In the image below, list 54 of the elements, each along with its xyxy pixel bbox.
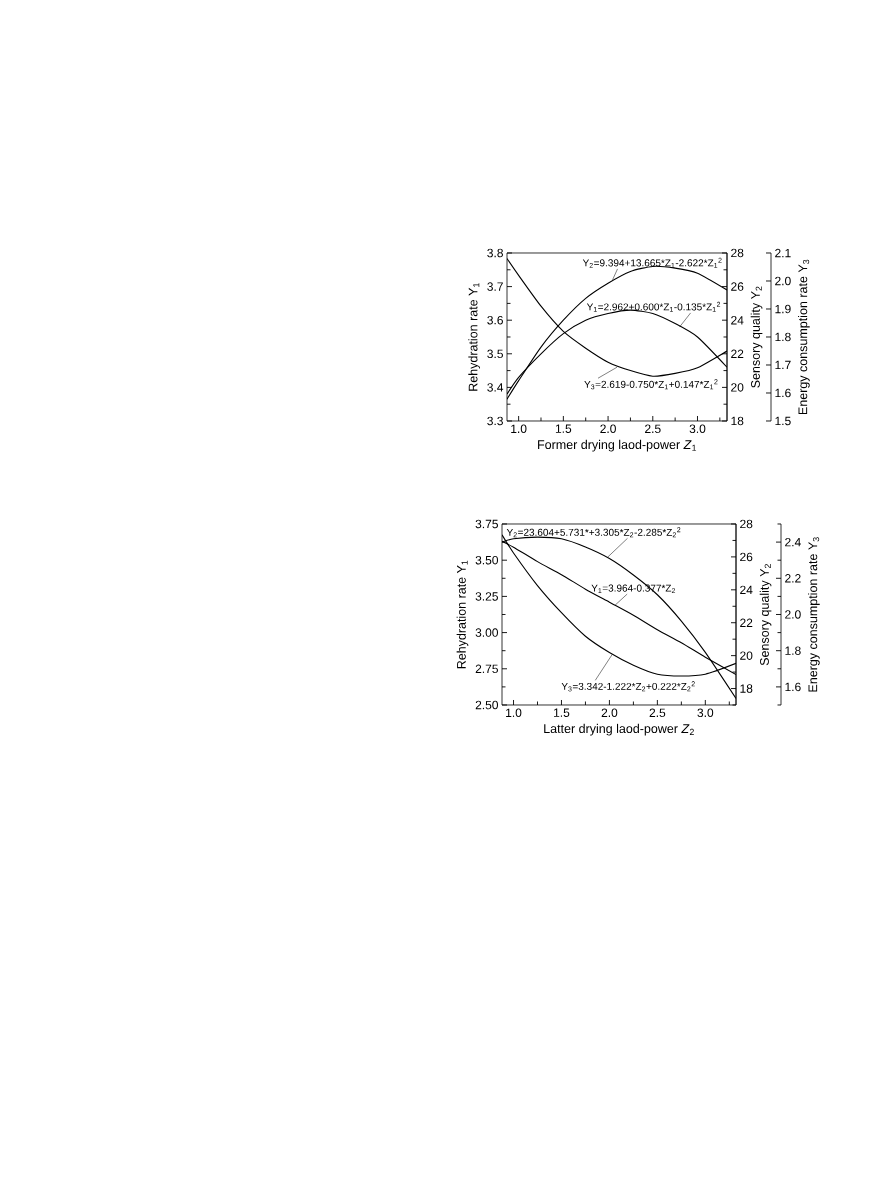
y2-tick-label: 26 [731, 282, 744, 291]
y3-tick-label: 2.4 [785, 537, 801, 547]
y2-tick-label: 20 [731, 383, 744, 392]
y2-tick-label: 18 [731, 416, 744, 426]
y-tick-label: 3.8 [487, 248, 503, 258]
y2-tick-label: 24 [731, 316, 744, 325]
x-axis-title: Former drying laod-power Z$_{1}$ [538, 439, 697, 452]
x-tick-label: 2.5 [649, 708, 666, 718]
y-tick-label: 3.50 [475, 555, 499, 565]
x-tick-label: 2.5 [645, 424, 661, 434]
y-tick-label: 3.4 [487, 383, 504, 392]
y2-axis-title: Sensory quality Y$_{2}$ [750, 286, 763, 388]
x-tick-label: 3.0 [689, 424, 706, 434]
y-axis-title: Rehydration rate Y$_{1}$ [468, 283, 480, 391]
y-tick-label: 3.3 [487, 416, 503, 426]
y-tick-label: 2.75 [475, 664, 498, 674]
y2-tick-label: 24 [740, 585, 753, 594]
y-tick-label: 3.25 [475, 592, 498, 601]
y2-tick-label: 28 [740, 519, 753, 529]
y3-tick-label: 1.9 [775, 304, 791, 314]
y2-axis-title: Sensory quality Y$_{2}$ [759, 564, 772, 666]
x-tick-label: 1.5 [554, 708, 570, 717]
y3-axis-title: Energy consumption rate Y$_{3}$ [808, 537, 820, 692]
y-tick-label: 3.7 [487, 282, 503, 291]
y2-tick-label: 28 [731, 248, 744, 258]
y2-tick-label: 22 [731, 349, 744, 358]
y3-tick-label: 2.0 [775, 276, 791, 286]
x-tick-label: 1.0 [506, 708, 522, 718]
y3-axis-title: Energy consumption rate Y$_{3}$ [798, 259, 810, 415]
x-tick-label: 1.5 [555, 424, 572, 433]
y-tick-label: 3.5 [487, 349, 503, 359]
y3-tick-label: 1.6 [775, 388, 791, 398]
y3-tick-label: 1.8 [785, 646, 801, 655]
y2-tick-label: 22 [740, 618, 753, 627]
y2-tick-label: 26 [740, 552, 753, 562]
y-tick-label: 3.75 [475, 519, 498, 529]
y-tick-label: 3.6 [487, 315, 503, 325]
x-tick-label: 2.0 [600, 424, 616, 434]
y3-tick-label: 1.7 [775, 360, 791, 370]
y-axis-title: Rehydration rate Y$_{1}$ [456, 560, 469, 669]
y2-tick-label: 20 [740, 651, 753, 660]
y3-tick-label: 2.1 [775, 248, 791, 258]
y-tick-label: 2.50 [475, 700, 499, 710]
y3-tick-label: 1.6 [785, 682, 801, 692]
y3-tick-label: 2.2 [785, 574, 801, 583]
x-tick-label: 3.0 [697, 708, 714, 718]
y3-tick-label: 2.0 [785, 610, 801, 619]
y3-tick-label: 1.8 [775, 332, 791, 342]
y3-tick-label: 1.5 [775, 416, 791, 426]
y2-tick-label: 18 [740, 684, 753, 693]
x-axis-title: Latter drying laod-power Z$_{2}$ [544, 723, 694, 736]
y-tick-label: 3.00 [475, 628, 499, 637]
x-tick-label: 1.0 [511, 424, 527, 434]
x-tick-label: 2.0 [601, 708, 618, 718]
